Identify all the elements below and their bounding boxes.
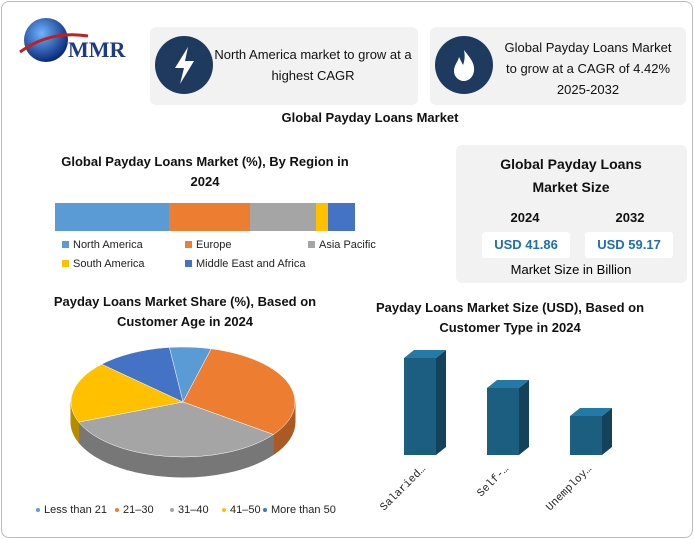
market-size-title: Global Payday Loans Market Size <box>500 156 642 195</box>
bar <box>404 358 436 455</box>
legend-swatch <box>36 508 40 512</box>
legend-label: North America <box>73 239 144 251</box>
icon <box>155 36 493 94</box>
logo: MMR <box>19 18 127 62</box>
logo-text: MMR <box>68 37 127 62</box>
x-tick-label: Salaried… <box>378 463 429 514</box>
legend-label: Less than 21 <box>44 504 107 516</box>
year: 2024 <box>510 210 540 225</box>
pie-slice <box>70 363 184 423</box>
bar-segment <box>316 203 328 231</box>
pie-slice <box>182 348 296 435</box>
main-title: Global Payday Loans Market <box>281 110 459 125</box>
x-tick-label: Unemploy… <box>544 463 595 514</box>
chart-title: Global Payday Loans Market (%), By Regio… <box>61 154 349 189</box>
bar-side <box>602 408 612 455</box>
bar-segment <box>328 203 355 231</box>
year: 2032 <box>615 210 645 225</box>
legend-swatch <box>62 241 69 248</box>
chart-title: Payday Loans Market Size (USD), Based on… <box>375 300 645 335</box>
icon-bolt <box>175 47 194 84</box>
legend-swatch <box>308 241 315 248</box>
bar-top <box>570 408 612 416</box>
legend-swatch <box>170 508 174 512</box>
bar <box>487 388 519 455</box>
highlight-text: Global Payday Loans Market to grow at a … <box>504 40 672 97</box>
legend-label: Middle East and Africa <box>196 258 306 270</box>
legend-swatch <box>115 508 119 512</box>
icon-flame <box>454 50 475 81</box>
bar-side <box>436 350 446 455</box>
pie-slice <box>101 347 184 403</box>
legend-label: More than 50 <box>271 504 336 516</box>
bar-side <box>519 380 529 455</box>
market-size-note: Market Size in Billion <box>510 262 632 277</box>
legend-label: Europe <box>196 239 231 251</box>
bar-segment <box>169 203 250 231</box>
highlight-text: North America market to grow at a highes… <box>214 47 412 83</box>
bar-top <box>404 350 446 358</box>
legend-swatch <box>185 260 192 267</box>
market-value: USD 59.17 <box>585 232 673 258</box>
legend-label: South America <box>73 258 145 270</box>
legend-swatch <box>222 508 226 512</box>
pie-slice <box>78 401 274 458</box>
x-tick-label: Self-… <box>475 463 511 499</box>
bar <box>570 416 602 455</box>
bar-segment <box>250 203 316 231</box>
legend-label: 41–50 <box>230 504 261 516</box>
legend-swatch <box>263 508 267 512</box>
legend-label: 21–30 <box>123 504 154 516</box>
market-size-card <box>456 145 687 283</box>
legend-label: 31–40 <box>178 504 209 516</box>
bar-segment <box>55 203 169 231</box>
legend-swatch <box>185 241 192 248</box>
legend-label: Asia Pacific <box>319 239 376 251</box>
legend-swatch <box>62 260 69 267</box>
chart-title: Payday Loans Market Share (%), Based on … <box>53 294 317 329</box>
bar-top <box>487 380 529 388</box>
logo-swoosh <box>19 33 89 54</box>
market-value: USD 41.86 <box>482 232 570 258</box>
